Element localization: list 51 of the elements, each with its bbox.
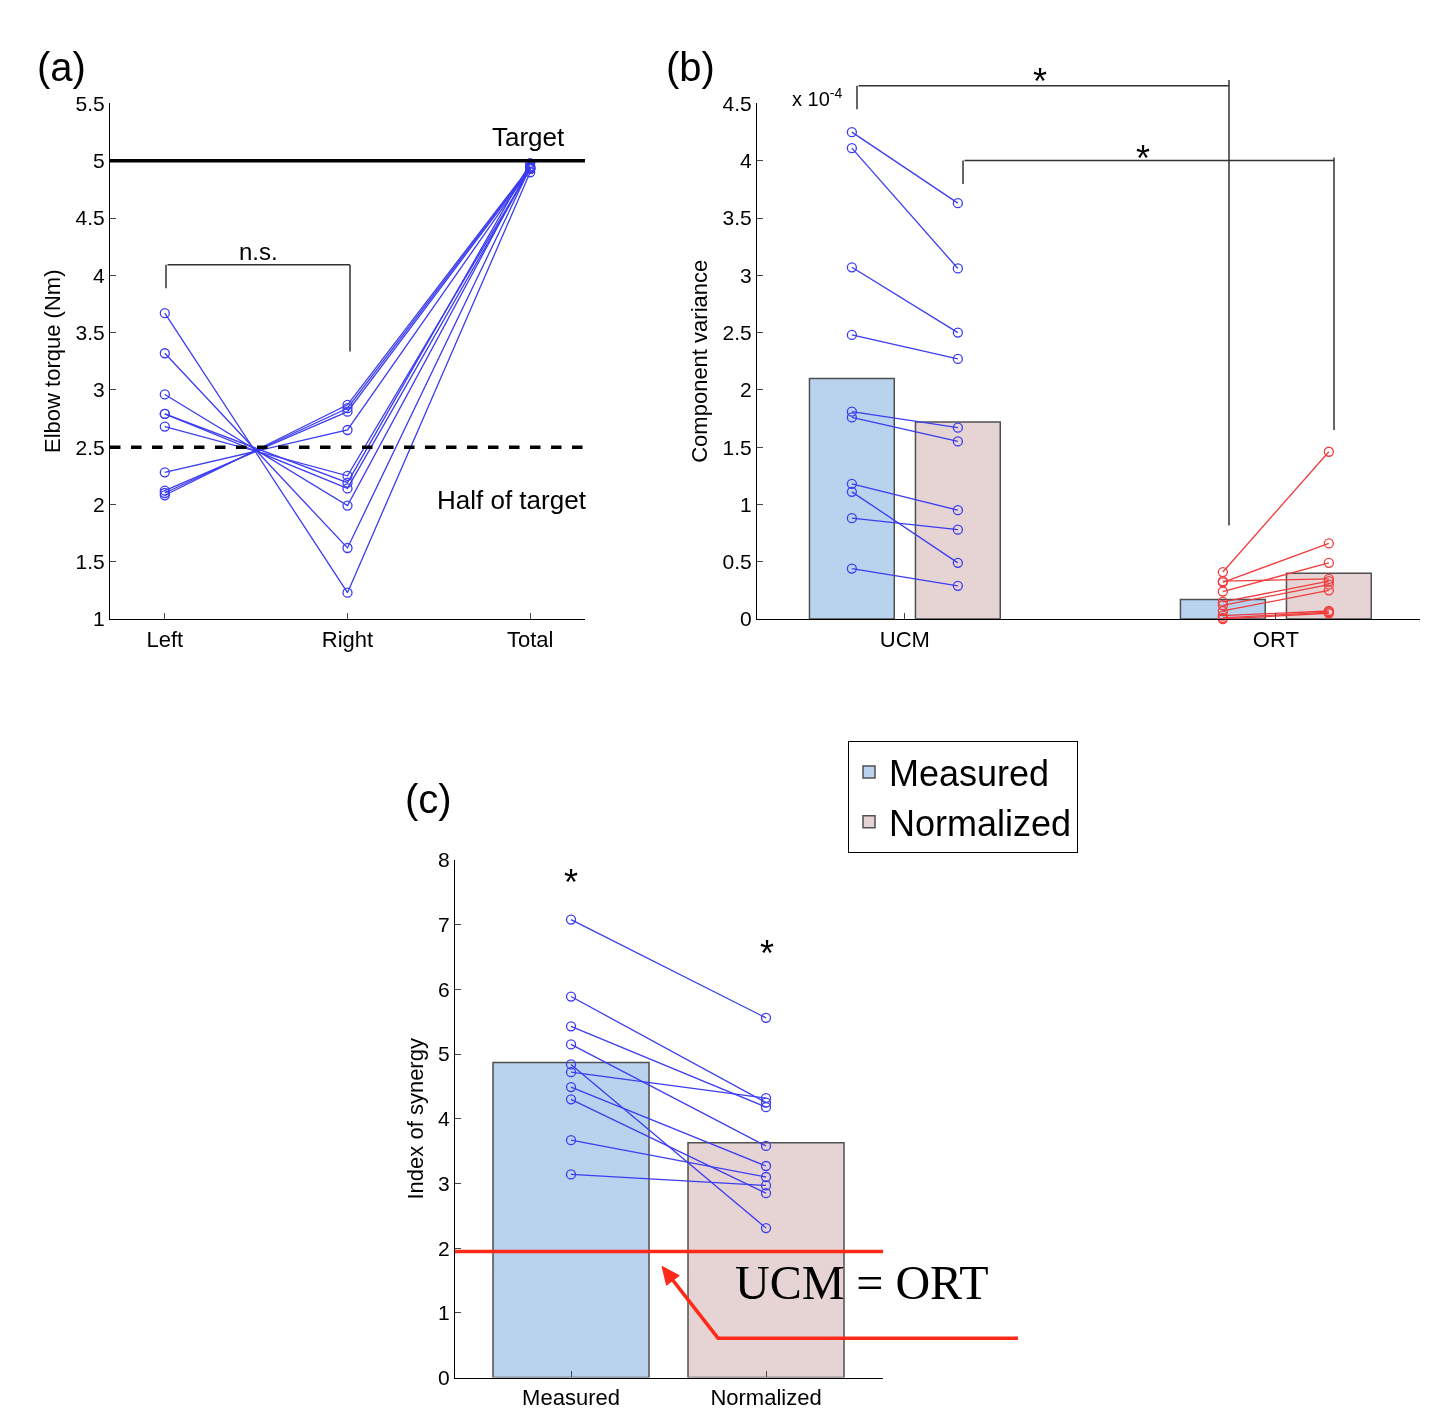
y-tick-label: 7 (438, 913, 450, 937)
y-tick-label: 2.5 (722, 320, 752, 344)
y-tick-label: 3 (740, 263, 752, 287)
y-tick-label: 1 (740, 492, 752, 516)
y-tick-label: 3.5 (75, 320, 105, 344)
annotation: * (760, 933, 775, 974)
annotation: n.s. (239, 238, 278, 265)
x-tick-label: ORT (1252, 626, 1299, 652)
y-tick-label: 2.5 (75, 435, 105, 459)
ref-line-label: Target (492, 122, 566, 152)
y-tick-label: 4 (93, 263, 106, 287)
y-tick-label: 2 (438, 1236, 450, 1260)
chart-title: (a) (37, 45, 86, 89)
y-tick-label: 6 (438, 977, 450, 1001)
y-tick-label: 3 (93, 378, 105, 402)
y-axis-title: Component variance (687, 259, 713, 463)
y-tick-label: 3 (438, 1171, 450, 1195)
y-axis-title: Elbow torque (Nm) (40, 269, 66, 453)
y-tick-label: 5.5 (75, 91, 105, 115)
y-tick-label: 4 (740, 149, 753, 173)
y-tick-label: 1.5 (722, 435, 752, 459)
legend-label: Measured (889, 752, 1050, 794)
x-tick-label: Right (321, 626, 374, 652)
y-tick-label: 2 (740, 378, 752, 402)
annotation: x 10$^{-4}$ (792, 85, 843, 111)
y-tick-label: 8 (438, 848, 450, 872)
ref-line-label: UCM = ORT (735, 1256, 989, 1309)
ref-line-label: Half of target (437, 485, 587, 515)
chart-title: (b) (666, 45, 715, 89)
text: * (1033, 61, 1048, 102)
annotation: * (564, 862, 579, 903)
y-tick-label: 3.5 (722, 206, 752, 230)
y-tick-label: 5 (438, 1042, 450, 1066)
y-tick-label: 0.5 (722, 550, 752, 574)
chart-title: (c) (405, 777, 452, 821)
y-tick-label: 5 (93, 149, 105, 173)
y-tick-label: 0 (740, 607, 752, 631)
y-tick-label: 1.5 (75, 550, 105, 574)
y-tick-label: 4.5 (722, 91, 752, 115)
x-tick-label: Total (506, 626, 554, 652)
y-tick-label: 4 (438, 1107, 451, 1131)
y-axis-title: Index of synergy (402, 1038, 428, 1200)
x-tick-label: Left (146, 626, 184, 652)
y-tick-label: 1 (93, 607, 105, 631)
annotation: * (1136, 138, 1151, 179)
legend-label: Normalized (889, 802, 1072, 844)
y-tick-label: 1 (438, 1301, 450, 1325)
x-tick-label: UCM (879, 626, 930, 652)
y-tick-label: 2 (93, 492, 105, 516)
y-tick-label: 4.5 (75, 206, 105, 230)
y-tick-label: 0 (438, 1365, 450, 1389)
